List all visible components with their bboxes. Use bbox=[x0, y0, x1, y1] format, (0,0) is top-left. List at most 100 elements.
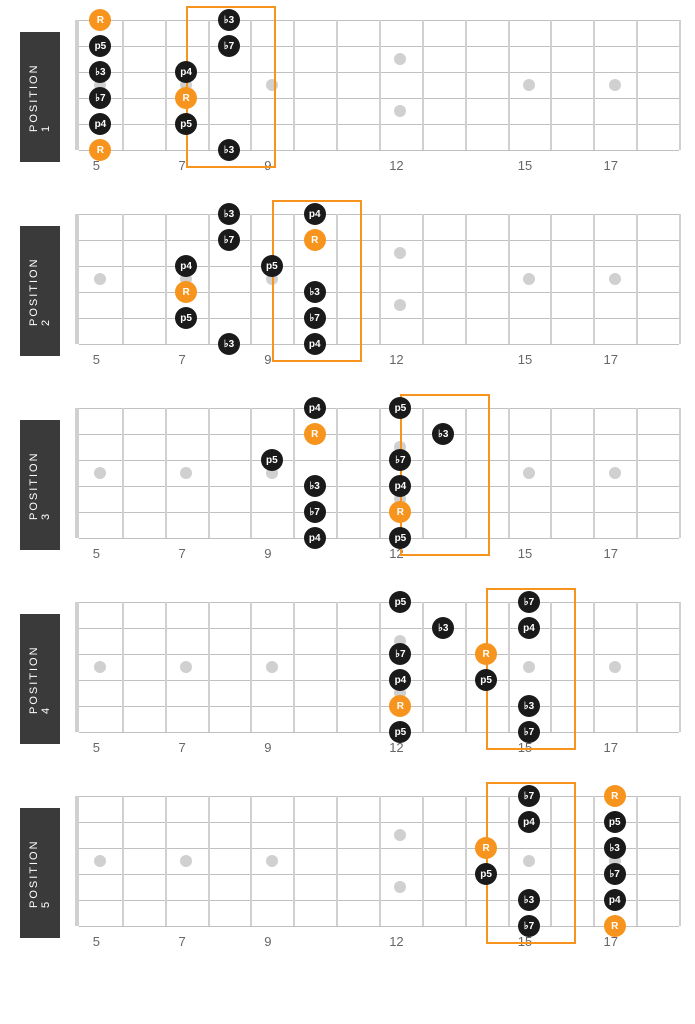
fret-number: 12 bbox=[389, 158, 403, 173]
fret-line bbox=[379, 20, 381, 150]
note-interval: ♭7 bbox=[218, 35, 240, 57]
note-interval: ♭3 bbox=[304, 281, 326, 303]
fret-inlay bbox=[609, 79, 621, 91]
note-interval: ♭3 bbox=[518, 695, 540, 717]
fret-number: 12 bbox=[389, 352, 403, 367]
note-root: R bbox=[389, 501, 411, 523]
fret-line bbox=[422, 20, 424, 150]
fret-line bbox=[636, 408, 638, 538]
fret-line bbox=[293, 408, 295, 538]
note-interval: ♭7 bbox=[518, 785, 540, 807]
fret-line bbox=[679, 20, 681, 150]
fret-line bbox=[550, 408, 552, 538]
fret-line bbox=[293, 602, 295, 732]
fret-line bbox=[465, 796, 467, 926]
fret-line bbox=[636, 796, 638, 926]
note-root: R bbox=[475, 643, 497, 665]
note-interval: p5 bbox=[175, 307, 197, 329]
fret-line bbox=[550, 20, 552, 150]
fret-inlay bbox=[609, 273, 621, 285]
fret-line bbox=[636, 20, 638, 150]
fret-line bbox=[422, 796, 424, 926]
note-interval: p5 bbox=[475, 669, 497, 691]
fret-line bbox=[636, 214, 638, 344]
note-interval: p5 bbox=[389, 721, 411, 743]
note-interval: p4 bbox=[89, 113, 111, 135]
fretboard: p5♭7♭3p4♭7Rp4p5R♭3p5♭7579121517 bbox=[75, 602, 679, 756]
note-interval: p5 bbox=[389, 527, 411, 549]
note-interval: p4 bbox=[175, 61, 197, 83]
fret-inlay bbox=[94, 467, 106, 479]
fret-line bbox=[293, 796, 295, 926]
fret-inlay bbox=[94, 661, 106, 673]
string-line bbox=[79, 344, 679, 345]
note-root: R bbox=[89, 139, 111, 161]
note-interval: p4 bbox=[518, 811, 540, 833]
fret-number: 9 bbox=[264, 546, 271, 561]
fret-line bbox=[508, 214, 510, 344]
fret-number: 17 bbox=[603, 352, 617, 367]
note-interval: ♭7 bbox=[304, 307, 326, 329]
fret-inlay bbox=[523, 661, 535, 673]
fret-number: 7 bbox=[179, 934, 186, 949]
fret-line bbox=[122, 20, 124, 150]
fret-number: 17 bbox=[603, 546, 617, 561]
note-root: R bbox=[475, 837, 497, 859]
fret-number: 7 bbox=[179, 158, 186, 173]
fret-number: 15 bbox=[518, 352, 532, 367]
fret-number: 5 bbox=[93, 546, 100, 561]
note-interval: p4 bbox=[304, 397, 326, 419]
string-line bbox=[79, 538, 679, 539]
fret-line bbox=[593, 214, 595, 344]
fret-inlay bbox=[180, 661, 192, 673]
fret-line bbox=[593, 408, 595, 538]
note-interval: ♭3 bbox=[604, 837, 626, 859]
note-interval: ♭3 bbox=[518, 889, 540, 911]
fret-inlay bbox=[394, 105, 406, 117]
fret-line bbox=[379, 796, 381, 926]
fret-line bbox=[336, 796, 338, 926]
fret-line bbox=[165, 20, 167, 150]
note-interval: p4 bbox=[304, 527, 326, 549]
position-block: POSITION 5♭7Rp4p5R♭3p5♭7♭3p4♭7R579121517 bbox=[20, 796, 675, 950]
note-interval: ♭3 bbox=[432, 423, 454, 445]
fret-number: 15 bbox=[518, 158, 532, 173]
fret-number: 17 bbox=[603, 740, 617, 755]
fret-inlay bbox=[523, 273, 535, 285]
fret-line bbox=[336, 408, 338, 538]
fret-line bbox=[165, 214, 167, 344]
fret-line bbox=[379, 214, 381, 344]
fret-line bbox=[336, 20, 338, 150]
fret-inlay bbox=[394, 881, 406, 893]
fret-inlay bbox=[609, 467, 621, 479]
fret-line bbox=[465, 214, 467, 344]
note-interval: p5 bbox=[261, 449, 283, 471]
fret-inlay bbox=[523, 79, 535, 91]
fret-line bbox=[250, 214, 252, 344]
fret-number: 15 bbox=[518, 546, 532, 561]
fret-line bbox=[165, 602, 167, 732]
fret-line bbox=[250, 796, 252, 926]
fret-number: 9 bbox=[264, 934, 271, 949]
fret-number: 9 bbox=[264, 740, 271, 755]
position-label: POSITION 1 bbox=[20, 32, 60, 162]
fret-line bbox=[550, 796, 552, 926]
fret-inlay bbox=[180, 467, 192, 479]
note-interval: p4 bbox=[304, 333, 326, 355]
note-interval: p4 bbox=[175, 255, 197, 277]
note-interval: ♭3 bbox=[218, 139, 240, 161]
note-interval: p4 bbox=[518, 617, 540, 639]
fret-line bbox=[336, 602, 338, 732]
fret-line bbox=[593, 796, 595, 926]
note-root: R bbox=[304, 229, 326, 251]
note-interval: ♭3 bbox=[218, 333, 240, 355]
fret-inlay bbox=[180, 855, 192, 867]
fret-line bbox=[593, 602, 595, 732]
fret-line bbox=[208, 602, 210, 732]
note-root: R bbox=[175, 281, 197, 303]
fret-line bbox=[250, 20, 252, 150]
string-line bbox=[79, 926, 679, 927]
fretboard: p4p5R♭3p5♭7♭3p4♭7Rp4p5579121517 bbox=[75, 408, 679, 562]
fret-line bbox=[422, 408, 424, 538]
fret-line bbox=[593, 20, 595, 150]
